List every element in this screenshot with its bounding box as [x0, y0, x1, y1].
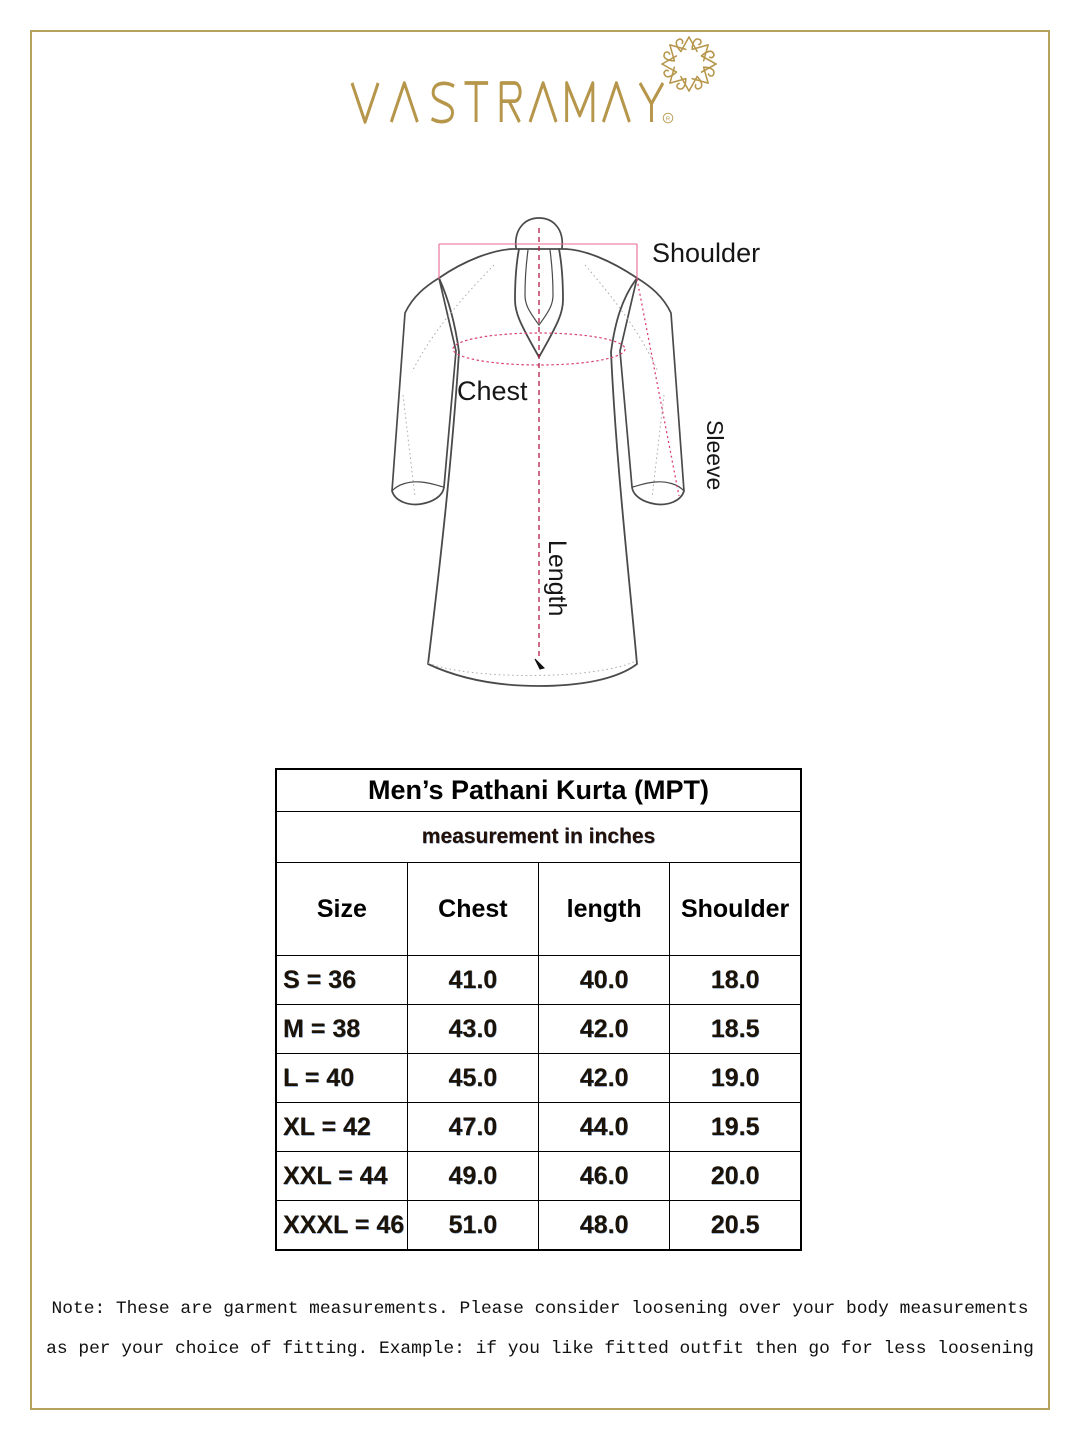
svg-text:R: R: [666, 117, 670, 123]
svg-text:Shoulder: Shoulder: [652, 238, 760, 268]
svg-text:Sleeve: Sleeve: [702, 420, 728, 490]
svg-text:Chest: Chest: [457, 376, 528, 406]
svg-text:Length: Length: [543, 540, 571, 616]
